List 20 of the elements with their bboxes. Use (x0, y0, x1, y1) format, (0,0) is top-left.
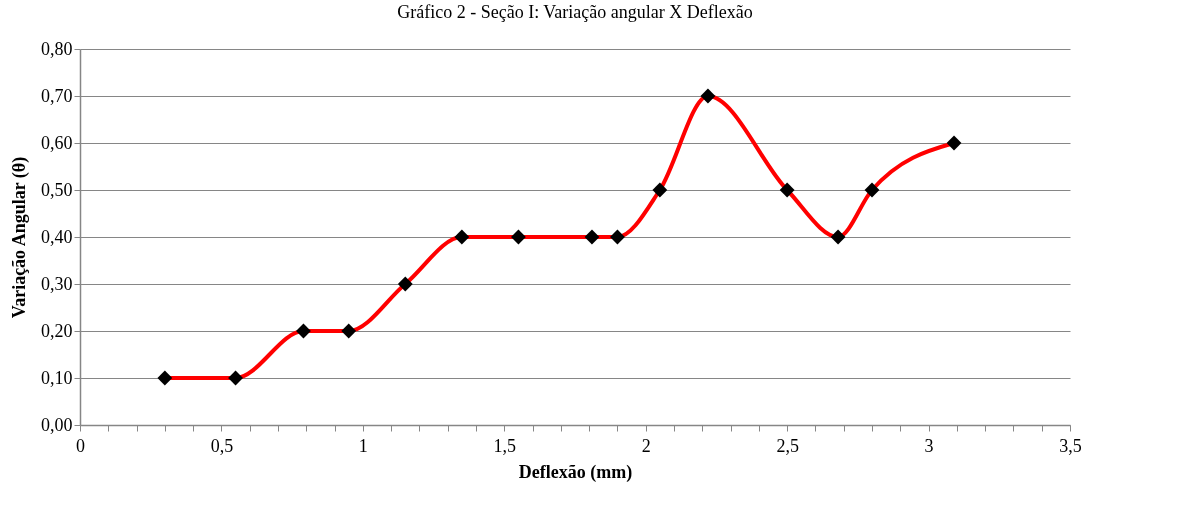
x-tick-label: 1,5 (493, 435, 517, 456)
y-tick-label: 0,80 (41, 38, 73, 59)
x-tick-label: 3 (924, 435, 934, 456)
y-axis-title: Variação Angular (θ) (9, 156, 30, 319)
x-axis-title: Deflexão (mm) (518, 461, 633, 483)
y-tick-label: 0,40 (41, 226, 73, 247)
chart-title: Gráfico 2 - Seção I: Variação angular X Deflexão (397, 2, 753, 22)
x-tick-label: 3,5 (1059, 435, 1082, 456)
y-tick-label: 0,10 (41, 367, 73, 388)
x-tick-label: 0,5 (210, 435, 234, 456)
y-tick-label: 0,50 (41, 179, 73, 200)
y-tick-label: 0,30 (41, 273, 73, 294)
x-tick-label: 2 (641, 435, 651, 456)
y-tick-label: 0,70 (41, 85, 73, 106)
y-tick-label: 0,20 (41, 320, 73, 341)
x-tick-label: 2,5 (776, 435, 799, 456)
y-tick-label: 0,60 (41, 132, 73, 153)
x-tick-label: 1 (358, 435, 368, 456)
x-tick-label: 0 (76, 435, 85, 456)
y-tick-label: 0,00 (41, 414, 73, 435)
